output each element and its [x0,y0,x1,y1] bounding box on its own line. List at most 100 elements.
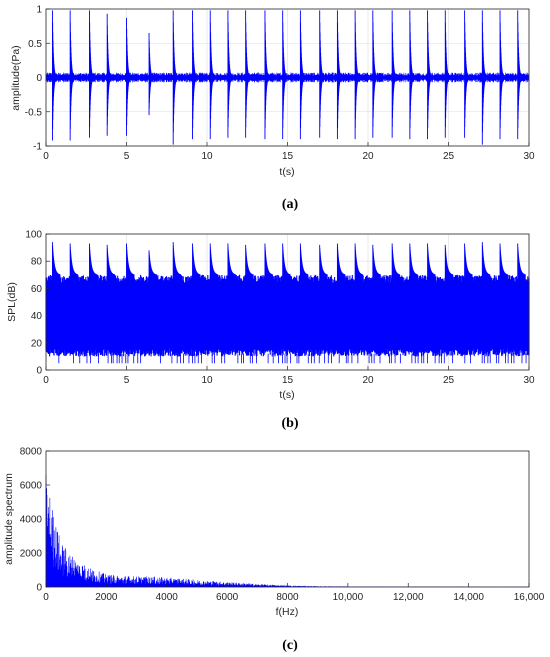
impulse-burst [51,10,57,141]
spl-peak [126,243,135,286]
spl-peak [444,244,454,286]
impulse-burst [209,10,214,140]
spl-peak [51,242,61,286]
impulse-burst [372,10,377,138]
panel-a-xtick-label: 30 [523,151,535,162]
impulse-burst [427,10,432,140]
spl-peak [69,243,79,286]
panel-c-xtick-label: 2000 [95,592,118,603]
panel-c-xtick-label: 14,000 [453,592,484,603]
impulse-burst [282,10,287,140]
panel-c-xtick-label: 12,000 [393,592,424,603]
panel-a-ytick-label: 0 [36,73,42,84]
panel-b-xtick-label: 30 [523,375,535,386]
spl-peak [409,243,418,286]
panel-b-xtick-label: 5 [124,375,130,386]
spl-peak [172,242,182,286]
panel-c-data [45,475,530,587]
spl-peak [517,243,526,286]
panel-a-xtick-label: 0 [43,151,49,162]
panel-c-xtick-label: 0 [43,592,49,603]
spl-peak [427,243,436,286]
panel-a-ytick-label: 1 [36,5,42,16]
panel-a-xtick-label: 25 [443,151,455,162]
impulse-burst [148,32,153,116]
spl-peak [481,242,491,286]
panel-b-xtick-label: 10 [201,375,213,386]
series-spectrum [45,475,530,587]
panel-b-ylabel: SPL(dB) [6,282,18,322]
impulse-burst [126,17,131,136]
panel-a-xtick-label: 20 [362,151,374,162]
panel-c: 0 2000 4000 6000 8000 10,000 12,000 14,000 16,00… [3,447,545,654]
spl-peak [245,244,254,286]
panel-c-ytick-label: 4000 [20,515,43,526]
impulse-burst [227,10,232,138]
impulse-burst [391,10,396,138]
panel-b-yticks: 0 20 40 60 80 100 [25,230,50,377]
series-spl-dips [58,353,527,364]
impulse-burst [481,10,487,145]
panel-b-ytick-label: 40 [31,311,43,322]
panel-c-plot-frame [45,450,530,588]
panel-b-ytick-label: 80 [31,257,43,268]
impulse-burst [464,10,469,138]
spl-peak [106,244,116,286]
panel-c-caption: (c) [282,638,298,653]
spl-peak [227,243,236,286]
impulse-burst [69,10,74,141]
impulse-burst [336,10,342,140]
impulse-burst [499,10,504,140]
spl-peak [372,244,381,286]
panel-a-ylabel: amplitude(Pa) [10,45,22,110]
panel-b-data [45,242,530,364]
spl-peak [299,243,309,286]
impulse-burst [192,10,197,140]
panel-a: 0 5 10 15 20 25 30 -1 -0.5 0 0.5 1 t(s) amplitude(… [10,5,535,213]
panel-b-ytick-label: 0 [36,366,42,377]
impulse-burst [354,10,359,140]
panel-c-ytick-label: 2000 [20,549,43,560]
impulse-burst [517,10,522,140]
series-spl-band [45,274,530,357]
impulse-burst [172,10,177,145]
panel-a-yticks: -1 -0.5 0 0.5 1 [25,5,50,153]
panel-b-xtick-label: 0 [43,375,49,386]
impulse-burst [264,10,269,140]
spl-peak [336,243,346,286]
impulse-burst [299,10,305,140]
spl-peak [391,243,401,286]
panel-a-xticks: 0 5 10 15 20 25 30 [43,142,535,162]
panel-a-caption: (a) [282,197,299,212]
panel-b-caption: (b) [281,416,298,431]
spl-peak [499,243,508,286]
panel-b-xticks: 0 5 10 15 20 25 30 [43,366,535,386]
panel-c-ylabel: amplitude spectrum [3,473,15,565]
spl-peak [264,243,273,286]
impulse-burst [444,10,450,138]
panel-b: 0 5 10 15 20 25 30 0 20 40 60 80 100 t(s) SPL(dB) (… [6,230,535,432]
panel-a-xlabel: t(s) [279,166,294,178]
spl-peak [209,243,219,286]
spl-peak [354,243,364,286]
panel-a-xtick-label: 5 [124,151,130,162]
panel-b-xtick-label: 25 [443,375,455,386]
impulse-burst [245,10,250,138]
impulse-burst [106,13,111,136]
panel-c-ytick-label: 8000 [20,447,43,458]
panel-b-xlabel: t(s) [279,389,294,401]
panel-a-xtick-label: 15 [282,151,294,162]
spl-peak [282,243,291,286]
panel-a-ytick-label: -1 [33,142,42,153]
panel-c-xticks: 0 2000 4000 6000 8000 10,000 12,000 14,000 16,00… [43,583,545,603]
spl-peak [192,243,201,286]
panel-c-xtick-label: 4000 [156,592,179,603]
panel-a-ytick-label: -0.5 [25,107,43,118]
panel-b-xtick-label: 20 [362,375,374,386]
impulse-burst [89,10,94,138]
spl-peak [319,244,328,286]
panel-c-yticks: 0 2000 4000 6000 8000 [20,447,50,594]
panel-c-xtick-label: 16,000 [514,592,545,603]
panel-c-xtick-label: 8000 [276,592,299,603]
